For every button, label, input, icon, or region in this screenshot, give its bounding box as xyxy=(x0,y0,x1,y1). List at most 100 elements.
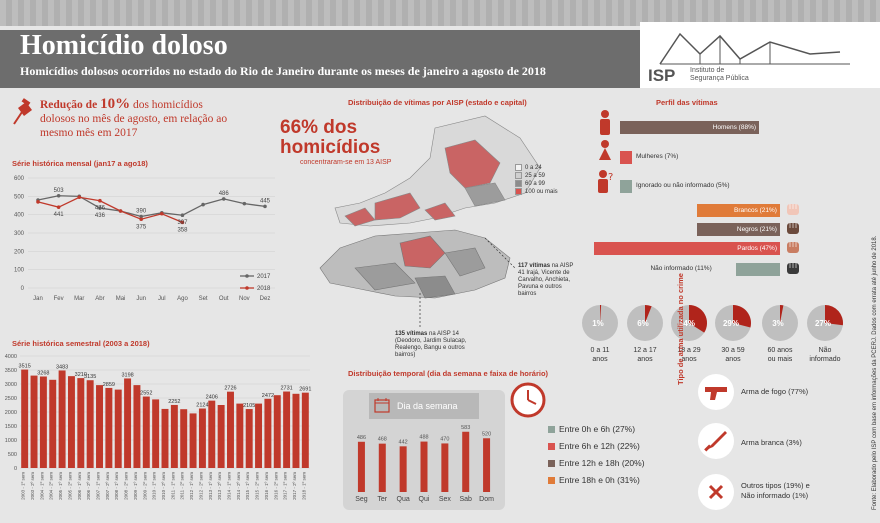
x-tick-label: Mar xyxy=(74,296,84,302)
data-label: 397 xyxy=(177,220,188,226)
x-tick-label: 2011 - 2º sem xyxy=(180,472,185,500)
age-label: 30 a 59 anos xyxy=(707,346,759,364)
source-note: Fonte: Elaborado pelo ISP com base em in… xyxy=(872,235,878,510)
pie-percent: 6% xyxy=(637,319,649,328)
pie-slice xyxy=(780,305,784,323)
y-tick-label: 0 xyxy=(14,466,17,472)
y-tick-label: 300 xyxy=(14,231,25,237)
pie-slice xyxy=(645,305,652,323)
bar xyxy=(114,389,122,468)
data-label: 520 xyxy=(482,431,491,437)
x-tick-label: 2008 - 1º sem xyxy=(114,472,119,500)
y-tick-label: 3500 xyxy=(5,368,17,374)
page-subtitle: Homicídios dolosos ocorridos no estado d… xyxy=(20,64,546,78)
data-label: 3268 xyxy=(37,370,49,376)
map-legend-swatch xyxy=(515,180,522,188)
age-label-line2: anos xyxy=(725,356,741,363)
bar xyxy=(161,408,169,468)
age-label-line1: 18 a 29 xyxy=(677,347,701,354)
y-tick-label: 2500 xyxy=(5,396,17,402)
x-tick-label: 2013 - 2º sem xyxy=(217,472,222,500)
reduction-highlight: Redução de 10% dos homicídios dolosos no… xyxy=(40,97,240,140)
monthly-line-chart: 0 100 200 300 400 500 600 Jan Fev Mar Abr Mai Jun Jul… xyxy=(14,176,275,302)
x-tick-label: 2003 - 2º sem xyxy=(30,472,35,500)
age-label-line1: Não xyxy=(818,347,832,354)
legend-marker xyxy=(245,274,249,278)
race-bar: Pardos (47%) xyxy=(594,242,780,255)
bar xyxy=(21,369,29,468)
data-label: 2691 xyxy=(299,387,311,393)
weekday-bar xyxy=(357,441,365,492)
time-slot-item: Entre 18h e 0h (31%) xyxy=(548,475,640,485)
x-tick-label: 2007 - 1º sem xyxy=(96,472,101,500)
x-tick-label: 2009 - 2º sem xyxy=(142,472,147,500)
data-label: 476 xyxy=(95,206,106,212)
temporal-title: Distribuição temporal (dia da semana e f… xyxy=(348,369,549,378)
bar xyxy=(255,403,263,468)
age-label: Não informado xyxy=(799,346,851,364)
map-legend-item: 25 a 59 xyxy=(515,172,558,180)
data-label: 2726 xyxy=(224,386,236,392)
bar xyxy=(264,398,272,468)
bar xyxy=(58,370,66,468)
page-title: Homicídio doloso xyxy=(20,30,228,61)
age-label: 60 anos ou mais xyxy=(754,346,806,364)
reduction-value: 10% xyxy=(100,96,131,112)
y-tick-label: 200 xyxy=(14,249,25,255)
x-tick-label: 2004 - 2º sem xyxy=(49,472,54,500)
time-slot-swatch xyxy=(548,460,555,468)
aisp41-note-count: 117 vítimas xyxy=(518,263,551,269)
x-tick-label: Nov xyxy=(239,296,250,302)
data-label: 2731 xyxy=(280,386,292,392)
y-tick-label: 400 xyxy=(14,213,25,219)
data-label: 583 xyxy=(461,425,470,431)
race-bar: Negros (21%) xyxy=(696,223,780,236)
x-tick-label: 2015 - 1º sem xyxy=(245,472,250,500)
x-tick-label: 2007 - 2º sem xyxy=(105,472,110,500)
y-tick-label: 1000 xyxy=(5,438,17,444)
aisp14-note-count: 135 vítimas xyxy=(395,331,428,337)
data-point xyxy=(77,195,82,200)
x-tick-label: Dom xyxy=(479,496,494,503)
legend-marker xyxy=(245,286,249,290)
data-point xyxy=(118,209,123,213)
y-tick-label: 4000 xyxy=(5,354,17,360)
bar xyxy=(180,409,188,468)
data-point xyxy=(263,204,267,209)
data-point xyxy=(56,205,61,209)
data-label: 503 xyxy=(54,188,65,194)
calendar-icon xyxy=(374,398,390,413)
age-label: 12 a 17 anos xyxy=(619,346,671,364)
data-label: 468 xyxy=(378,437,387,443)
map-legend-label: 25 a 59 xyxy=(525,173,546,180)
x-tick-label: 2013 - 1º sem xyxy=(208,472,213,500)
data-label: 2406 xyxy=(206,395,218,401)
bar xyxy=(217,405,225,468)
data-label: 2124 xyxy=(196,403,208,409)
x-tick-label: 2017 - 1º sem xyxy=(283,472,288,500)
age-pie: 3% xyxy=(762,305,798,341)
reduction-prefix: Redução de xyxy=(40,99,101,111)
weapon-other-label: Outros tipos (19%) e xyxy=(741,481,810,490)
data-label: 358 xyxy=(177,227,188,233)
x-tick-label: 2010 - 2º sem xyxy=(161,472,166,500)
age-label-line2: ou mais xyxy=(767,356,793,363)
aisp-highlight-line1: 66% dos xyxy=(280,117,358,138)
bar xyxy=(283,391,291,468)
aisp-highlight: 66% dos homicídios xyxy=(280,118,380,158)
weekday-bar-chart: 486 Seg 468 Ter 442 Qua 488 Qui 470 Sex 583 Sab 520 D… xyxy=(355,425,494,503)
time-slot-label: Entre 0h e 6h (27%) xyxy=(559,424,636,434)
data-label: 436 xyxy=(95,213,106,219)
bar xyxy=(152,399,160,468)
data-label: 486 xyxy=(357,435,366,441)
bar xyxy=(189,413,197,468)
sex-bar-label: Ignorado ou não informado (5%) xyxy=(636,182,730,189)
data-label: 3135 xyxy=(84,374,96,380)
pie-percent: 29% xyxy=(723,319,739,328)
data-point xyxy=(139,217,143,222)
aisp41-note-text: na AISP 41 Irajá, Vicente de Carvalho, A… xyxy=(518,263,574,297)
x-tick-label: 2016 - 2º sem xyxy=(273,472,278,500)
weapon-unknown-label: Não informado (1%) xyxy=(741,491,809,500)
age-label-line2: anos xyxy=(592,356,608,363)
bar xyxy=(273,395,281,468)
